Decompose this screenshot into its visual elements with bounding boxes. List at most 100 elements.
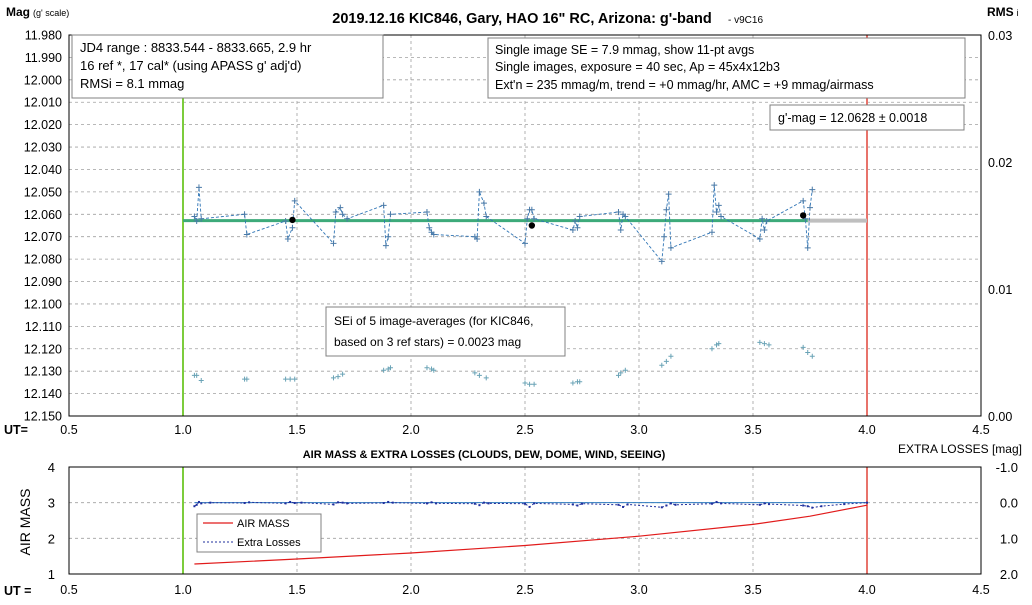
top-y-tick-label: 12.070 [24, 230, 62, 244]
rms-point [618, 370, 624, 376]
info-box-jd-range: JD4 range : 8833.544 - 8833.665, 2.9 hr … [71, 34, 384, 99]
extra-losses-point [715, 500, 718, 503]
light-curve-point [385, 233, 392, 240]
rms-point [476, 372, 482, 378]
extra-losses-point [571, 503, 574, 506]
rms-point [194, 372, 200, 378]
bottom-y2-tick-label: -1.0 [996, 460, 1018, 475]
extra-losses-line [194, 501, 868, 509]
extra-losses-point [337, 501, 340, 504]
bottom-y-tick-label: 3 [48, 496, 55, 511]
light-curve-point [198, 215, 205, 222]
info-box-sei: SEi of 5 image-averages (for KIC846, bas… [325, 306, 566, 357]
bottom-y-tick-label: 4 [48, 460, 55, 475]
light-curve-point [344, 215, 351, 222]
top-plot-frame [68, 34, 982, 417]
light-curve-point [284, 235, 291, 242]
extra-losses-point [300, 501, 303, 504]
top-y2label: RMS i [987, 5, 1019, 19]
extra-losses-point [767, 503, 770, 506]
extra-losses-point [710, 502, 713, 505]
rms-point [527, 381, 533, 387]
rms-point [766, 342, 772, 348]
light-curve-point [380, 202, 387, 209]
light-curve-point [339, 211, 346, 218]
light-curve-point [243, 231, 250, 238]
top-chart-title: 2019.12.16 KIC846, Gary, HAO 16" RC, Ari… [332, 11, 711, 27]
extra-losses-point [720, 502, 723, 505]
light-curve-point [241, 211, 248, 218]
extra-losses-point [346, 502, 349, 505]
info-box-g-mag-frame [769, 104, 965, 131]
top-x-tick-label: 1.0 [174, 423, 191, 437]
rms-point [283, 376, 289, 382]
bottom-x-tick-label: 0.5 [60, 583, 77, 597]
light-curve-point [715, 202, 722, 209]
top-y2-tick-labels: 0.00 0.01 0.02 0.03 [988, 29, 1012, 424]
rms-point [622, 367, 628, 373]
light-curve-point [524, 215, 531, 222]
rms-point [424, 365, 430, 371]
bottom-x-tick-label: 2.5 [516, 583, 533, 597]
info-box-single-image-line1: Single image SE = 7.9 mmag, show 11-pt a… [495, 43, 754, 57]
light-curve-point [330, 240, 337, 247]
extra-losses-point [528, 505, 531, 508]
top-y2-tick-label: 0.02 [988, 156, 1012, 170]
light-curve-point [761, 226, 768, 233]
info-box-g-mag-text: g'-mag = 12.0628 ± 0.0018 [778, 111, 927, 125]
light-curve-point [191, 213, 198, 220]
rms-point [292, 376, 298, 382]
info-box-jd-range-frame [71, 34, 384, 99]
top-y-tick-label: 12.130 [24, 365, 62, 379]
light-curve-point [289, 224, 296, 231]
top-x-tick-label: 2.0 [402, 423, 419, 437]
extra-losses-point [209, 501, 212, 504]
bottom-x-tick-label: 4.0 [858, 583, 875, 597]
rms-point [805, 350, 811, 355]
extra-losses-point [435, 502, 438, 505]
light-curve-point [337, 204, 344, 211]
top-y-tick-label: 12.050 [24, 185, 62, 199]
light-curve-point [522, 240, 528, 247]
bottom-y-tick-label: 1 [48, 567, 55, 582]
light-curve-point [667, 244, 674, 251]
info-box-sei-line2: based on 3 ref stars) = 0.0023 mag [334, 335, 521, 349]
rms-point [198, 377, 204, 383]
light-curve-point [423, 209, 430, 216]
top-x-tick-label: 0.5 [60, 423, 77, 437]
bottom-x-tick-label: 3.0 [630, 583, 647, 597]
light-curve-point [480, 200, 487, 207]
bottom-y-tick-label: 2 [48, 531, 55, 546]
rms-point [330, 375, 336, 381]
light-curve-point [528, 206, 535, 213]
light-curve-point [804, 244, 811, 251]
top-x-tick-label: 1.5 [288, 423, 305, 437]
top-y-tick-label: 12.020 [24, 118, 62, 132]
light-curve-point [763, 218, 770, 225]
top-xlabel: UT= [4, 423, 28, 437]
light-curve-point [483, 213, 490, 220]
rms-point [659, 362, 665, 368]
extra-losses-point [660, 506, 663, 509]
extra-losses-point [478, 504, 481, 507]
bottom-plot-marks [182, 467, 868, 574]
rms-point [483, 375, 489, 381]
rms-point [522, 380, 528, 386]
bottom-y2-tick-label: 0.0 [1000, 496, 1018, 511]
light-curve-point [617, 226, 624, 233]
extra-losses-point [332, 503, 335, 506]
bottom-x-tick-label: 3.5 [744, 583, 761, 597]
bottom-plot-frame [68, 466, 982, 575]
light-curve-point [569, 226, 576, 233]
top-y-tick-label: 12.060 [24, 208, 62, 222]
bottom-y2label: EXTRA LOSSES [mag] [898, 442, 1022, 456]
info-box-single-image-line3: Ext'n = 235 mmag/m, trend = +0 mmag/hr, … [495, 78, 874, 92]
bottom-x-tick-label: 1.0 [174, 583, 191, 597]
light-curve-point [718, 213, 725, 220]
bottom-legend: AIR MASS Extra Losses [196, 513, 322, 553]
top-y-tick-label: 12.110 [25, 320, 62, 334]
light-curve-point [332, 209, 339, 216]
extra-losses-point [524, 502, 526, 505]
light-curve-point [282, 218, 289, 225]
